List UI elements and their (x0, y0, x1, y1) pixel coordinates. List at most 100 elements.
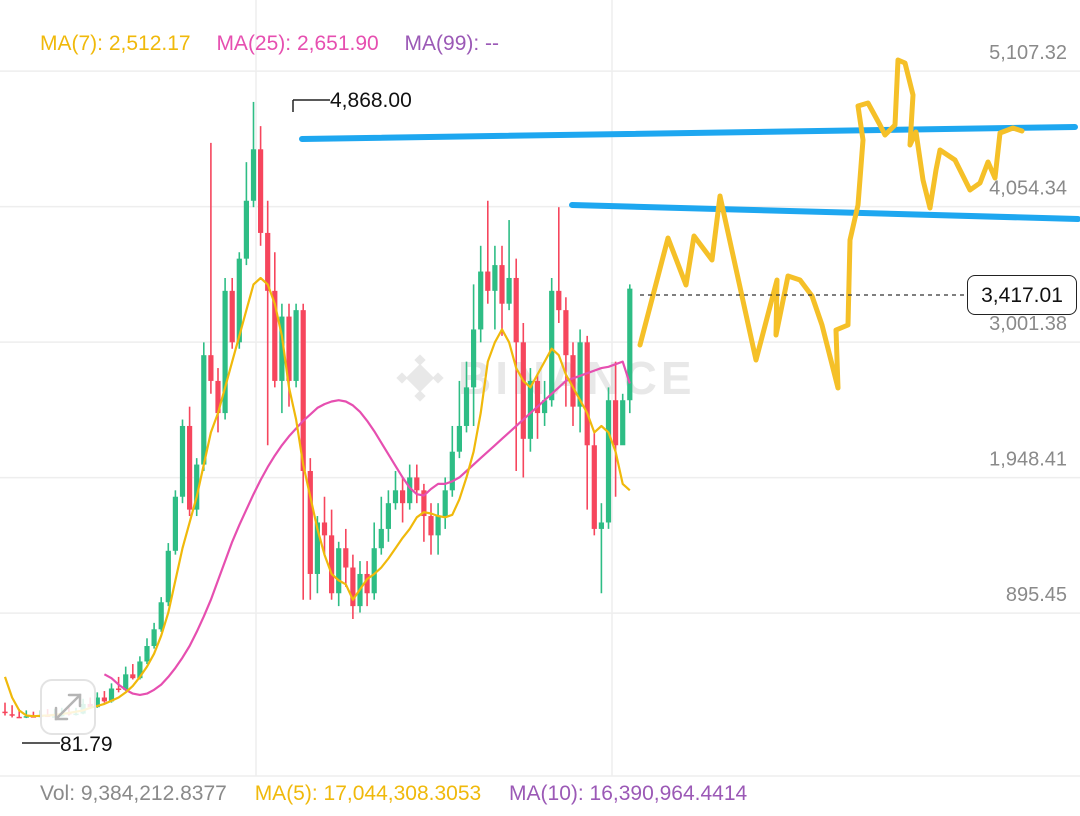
candle-body (407, 477, 413, 504)
candle-body (577, 342, 583, 407)
candle-body (9, 714, 15, 716)
ma25-legend: MA(25): 2,651.90 (216, 32, 379, 55)
candle-body (414, 477, 420, 491)
expand-icon (54, 693, 82, 721)
candle-body (307, 471, 313, 574)
volume-ma5: MA(5): 17,044,308.3053 (254, 782, 482, 805)
candle-body (300, 310, 306, 472)
candle-body (165, 550, 171, 603)
candle-body (428, 516, 434, 536)
candle-body (258, 149, 264, 233)
candle-body (229, 290, 235, 343)
candle-body (172, 496, 178, 551)
ma-legend: MA(7): 2,512.17 MA(25): 2,651.90 MA(99):… (40, 32, 519, 56)
candle-body (627, 288, 633, 401)
ma99-legend: MA(99): -- (404, 32, 500, 55)
candle-body (101, 697, 107, 702)
candle-body (364, 573, 370, 594)
candle-body (16, 716, 22, 719)
candle-body (478, 271, 484, 330)
candle-body (137, 661, 143, 679)
candle-body (463, 387, 470, 426)
candle-body (620, 400, 626, 446)
candle-body (392, 490, 399, 504)
candle-body (385, 503, 391, 529)
candle-body (563, 310, 569, 356)
low-price-label: 81.79 (60, 733, 113, 756)
ma7-line (3, 276, 631, 718)
expand-chart-button[interactable] (40, 679, 96, 735)
candle-body (108, 688, 115, 702)
candle-body (243, 200, 249, 259)
candle-body (194, 464, 200, 510)
candle-body (584, 342, 590, 446)
candle-body (130, 674, 136, 679)
candle-body (314, 522, 320, 574)
candle-body (520, 342, 526, 439)
candle-body (378, 528, 384, 549)
candle-body (513, 277, 519, 343)
candle-body (279, 316, 285, 381)
candle-body (2, 711, 8, 714)
candle-body (293, 310, 299, 381)
candle-body (598, 522, 604, 529)
candle-body (605, 400, 612, 523)
candle-body (123, 674, 129, 690)
candle-body (222, 290, 228, 414)
candle-body (144, 646, 150, 662)
candle-body (215, 380, 221, 414)
volume-value: Vol: 9,384,212.8377 (40, 782, 227, 805)
candle-body (421, 490, 427, 517)
candle-body (265, 232, 271, 291)
candle-body (201, 355, 207, 465)
y-tick-label: 895.45 (1006, 584, 1067, 606)
candle-body (236, 258, 242, 343)
candle-body (613, 400, 619, 446)
candle-body (208, 355, 214, 381)
candle-body (343, 548, 349, 568)
resistance-line-lower (569, 202, 1080, 222)
candlestick-series (2, 101, 633, 719)
current-price-tag[interactable]: 3,417.01 (967, 275, 1077, 315)
candle-body (94, 697, 100, 708)
candle-body (286, 316, 292, 381)
candle-body (499, 265, 505, 304)
moving-average-lines (3, 276, 631, 718)
candle-body (371, 548, 377, 594)
ma25-line (103, 360, 631, 696)
candle-body (272, 290, 278, 381)
candle-body (23, 716, 29, 718)
high-price-label: 4,868.00 (330, 89, 412, 112)
volume-ma10: MA(10): 16,390,964.4414 (509, 782, 748, 805)
candle-body (534, 380, 541, 414)
candle-body (116, 688, 122, 690)
candle-body (442, 490, 448, 517)
candle-body (542, 400, 548, 414)
candle-body (492, 265, 498, 291)
y-tick-label: 4,054.34 (989, 178, 1067, 200)
y-tick-label: 1,948.41 (989, 449, 1067, 471)
candle-body (400, 490, 406, 504)
y-tick-label: 5,107.32 (989, 42, 1067, 64)
candle-body (250, 149, 257, 201)
candle-body (527, 380, 533, 439)
candle-body (158, 602, 164, 630)
candle-body (179, 425, 186, 497)
candle-body (549, 290, 555, 401)
y-tick-label: 3,001.38 (989, 313, 1067, 335)
candle-body (329, 535, 335, 594)
candle-body (591, 445, 597, 529)
resistance-line-upper (299, 124, 1078, 142)
ma7-legend: MA(7): 2,512.17 (40, 32, 191, 55)
user-drawings (299, 57, 1080, 391)
price-markers: 4,868.00 81.79 (22, 89, 965, 756)
candle-body (449, 451, 455, 491)
candle-body (435, 516, 441, 536)
candle-body (556, 290, 562, 311)
candle-body (321, 522, 328, 536)
candle-body (485, 271, 491, 291)
freehand-projection-scribble (637, 57, 1025, 391)
candle-body (187, 425, 193, 510)
candle-body (506, 277, 512, 304)
